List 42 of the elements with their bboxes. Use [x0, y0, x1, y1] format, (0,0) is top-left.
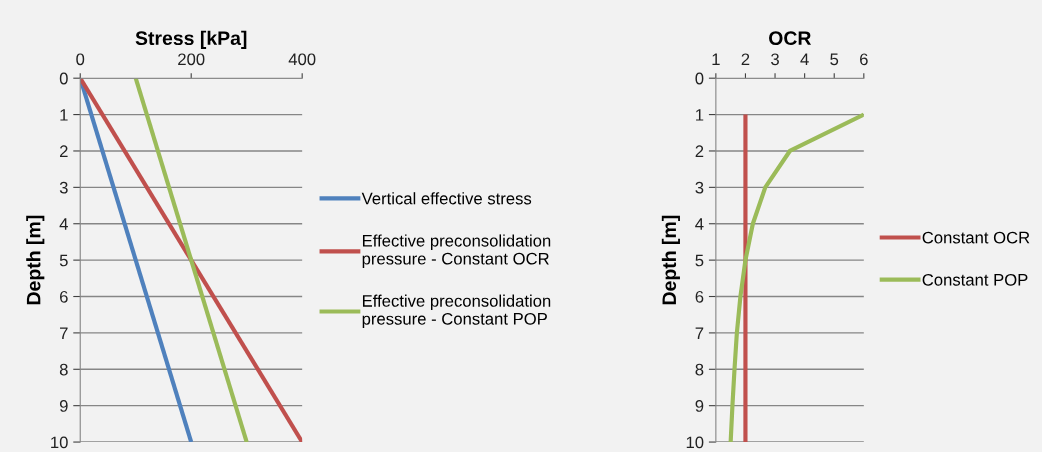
line-series — [728, 112, 864, 443]
legend-label: Effective preconsolidation pressure - Constant OCR — [362, 234, 551, 268]
y-tick-label: 2 — [60, 145, 68, 158]
x-tick-label: 5 — [830, 53, 839, 66]
y-tick-label: 7 — [695, 327, 704, 339]
y-tick-label: 5 — [59, 254, 68, 267]
x-tick-label: 400 — [288, 53, 316, 66]
y-tick-label: 6 — [695, 290, 704, 303]
y-tick-label: 7 — [60, 327, 68, 339]
y-tick-label: 4 — [59, 218, 68, 230]
y-tick-label: 0 — [695, 72, 704, 85]
y-axis-title: Depth [m] — [661, 215, 680, 305]
x-tick-label: 6 — [860, 53, 868, 66]
y-tick-label: 0 — [59, 72, 68, 85]
chart-title: Stress [kPa] — [135, 30, 247, 49]
legend-label: Effective preconsolidation pressure - Constant POP — [362, 294, 551, 329]
legend-label: Constant POP — [922, 273, 1028, 286]
y-tick-label: 8 — [59, 363, 68, 376]
y-axis-title: Depth [m] — [26, 215, 45, 305]
y-tick-label: 9 — [695, 400, 704, 412]
x-tick-label: 4 — [800, 53, 809, 66]
x-tick-label: 1 — [712, 53, 720, 66]
y-tick-label: 8 — [695, 363, 704, 376]
y-tick-label: 3 — [695, 181, 704, 194]
line-series — [743, 112, 748, 443]
x-tick-label: 0 — [76, 53, 85, 66]
y-tick-label: 2 — [695, 145, 704, 158]
x-tick-label: 200 — [178, 53, 205, 66]
y-tick-label: 10 — [686, 436, 704, 449]
y-tick-label: 4 — [695, 218, 704, 230]
y-tick-label: 3 — [59, 181, 68, 194]
y-tick-label: 1 — [60, 109, 68, 121]
legend-label: Constant OCR — [922, 231, 1030, 244]
legend-label: Vertical effective stress — [361, 192, 532, 205]
y-tick-label: 6 — [60, 290, 68, 303]
y-tick-label: 5 — [695, 254, 704, 267]
y-tick-label: 10 — [51, 436, 68, 449]
y-tick-label: 1 — [696, 109, 704, 121]
x-tick-label: 2 — [741, 53, 750, 66]
y-tick-label: 9 — [59, 400, 68, 412]
chart-title: OCR — [769, 31, 812, 46]
x-tick-label: 3 — [771, 53, 779, 66]
